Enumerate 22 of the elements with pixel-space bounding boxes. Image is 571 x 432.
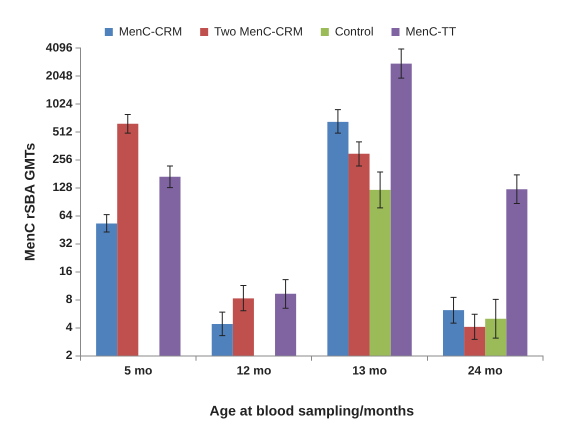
x-axis-title: Age at blood sampling/months bbox=[209, 402, 414, 418]
legend-label: MenC-CRM bbox=[118, 24, 182, 38]
y-tick-label: 256 bbox=[52, 152, 73, 166]
y-tick-label: 8 bbox=[66, 292, 73, 306]
x-tick-label: 12 mo bbox=[236, 363, 272, 378]
y-tick-label: 4 bbox=[66, 320, 73, 334]
y-tick-label: 64 bbox=[59, 208, 73, 222]
y-tick-label: 1024 bbox=[46, 96, 73, 110]
legend-label: MenC-TT bbox=[406, 24, 457, 38]
y-tick-label: 128 bbox=[52, 180, 73, 194]
y-tick-label: 4096 bbox=[46, 40, 73, 54]
y-axis-title: MenC rSBA GMTs bbox=[21, 142, 38, 262]
x-tick-label: 5 mo bbox=[124, 363, 152, 378]
x-tick-label: 13 mo bbox=[352, 363, 387, 378]
y-tick-label: 512 bbox=[52, 124, 73, 138]
y-tick-label: 16 bbox=[59, 264, 73, 278]
legend-label: Two MenC-CRM bbox=[214, 24, 303, 38]
x-tick-label: 24 mo bbox=[468, 363, 503, 378]
y-tick-label: 32 bbox=[59, 236, 73, 250]
y-tick-label: 2 bbox=[66, 348, 73, 362]
legend-label: Control bbox=[334, 24, 374, 38]
y-tick-label: 2048 bbox=[46, 68, 73, 82]
